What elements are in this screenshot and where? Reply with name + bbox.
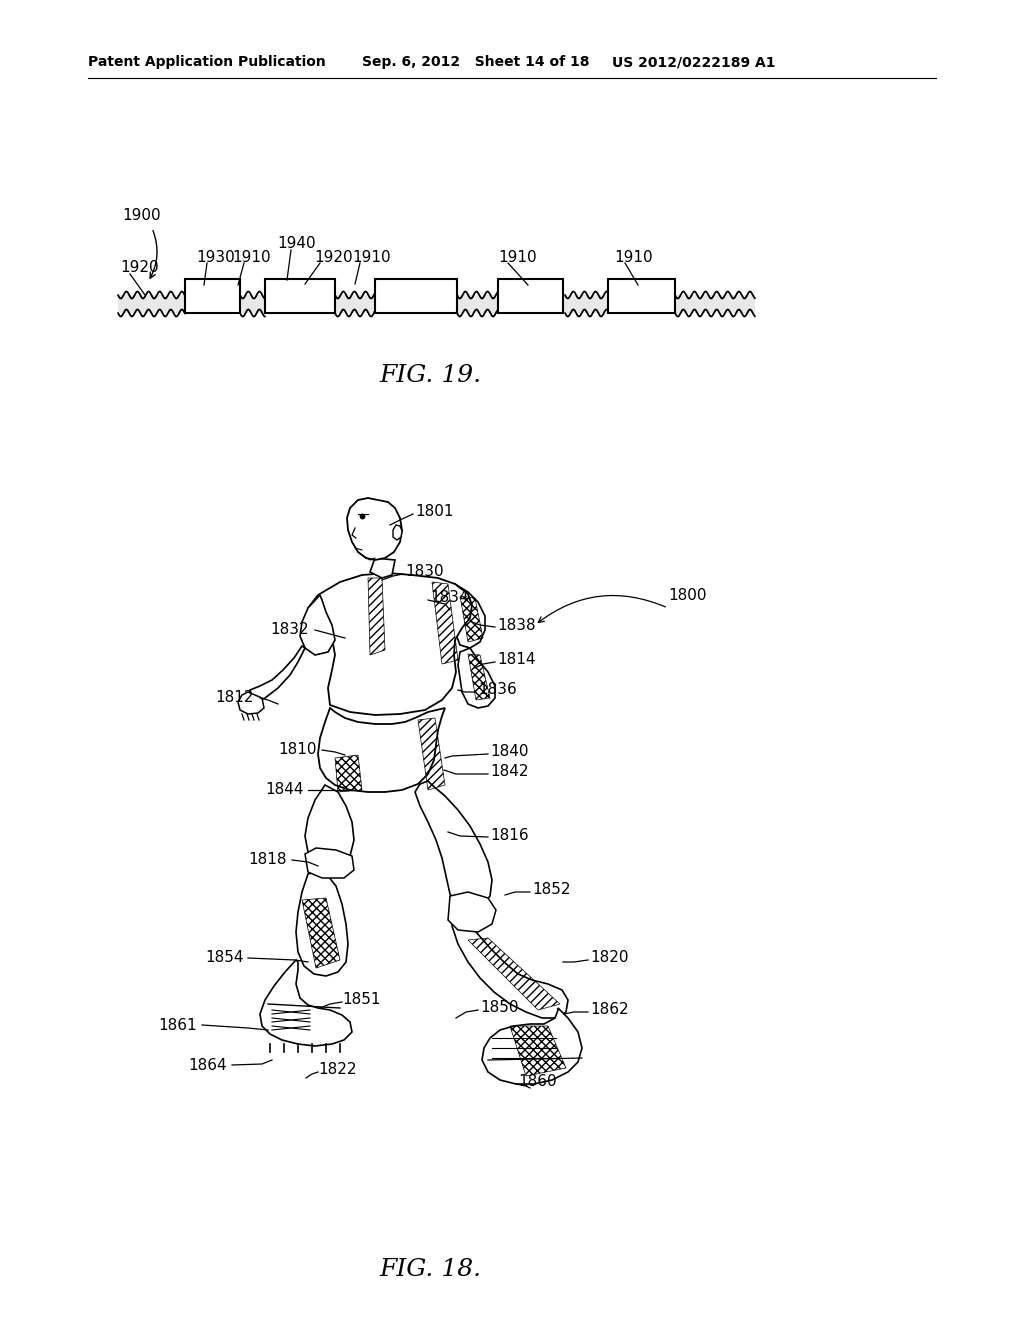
Text: US 2012/0222189 A1: US 2012/0222189 A1 bbox=[612, 55, 775, 69]
Polygon shape bbox=[370, 558, 395, 578]
Text: 1862: 1862 bbox=[590, 1002, 629, 1018]
Polygon shape bbox=[300, 595, 335, 655]
Text: 1838: 1838 bbox=[497, 618, 536, 632]
Polygon shape bbox=[347, 498, 402, 560]
Text: Sep. 6, 2012   Sheet 14 of 18: Sep. 6, 2012 Sheet 14 of 18 bbox=[362, 55, 590, 69]
Text: 1814: 1814 bbox=[497, 652, 536, 668]
Text: 1822: 1822 bbox=[318, 1063, 356, 1077]
Text: 1842: 1842 bbox=[490, 764, 528, 780]
Text: 1854: 1854 bbox=[205, 950, 244, 965]
Polygon shape bbox=[308, 573, 472, 715]
Text: 1900: 1900 bbox=[122, 207, 161, 223]
Text: 1920: 1920 bbox=[314, 249, 352, 264]
Bar bbox=[118, 294, 755, 313]
Text: 1910: 1910 bbox=[352, 249, 390, 264]
Text: Patent Application Publication: Patent Application Publication bbox=[88, 55, 326, 69]
Text: 1836: 1836 bbox=[478, 682, 517, 697]
Polygon shape bbox=[449, 892, 496, 932]
Polygon shape bbox=[452, 920, 568, 1018]
Text: 1816: 1816 bbox=[490, 828, 528, 842]
Text: 1834: 1834 bbox=[430, 590, 469, 606]
Bar bbox=[185, 279, 240, 313]
Polygon shape bbox=[482, 1008, 582, 1084]
Polygon shape bbox=[238, 692, 264, 714]
Text: FIG. 19.: FIG. 19. bbox=[379, 363, 481, 387]
Text: 1930: 1930 bbox=[196, 249, 234, 264]
Polygon shape bbox=[248, 645, 305, 702]
Text: 1830: 1830 bbox=[406, 565, 443, 579]
Text: 1910: 1910 bbox=[232, 249, 270, 264]
Bar bbox=[375, 279, 457, 313]
Text: 1850: 1850 bbox=[480, 1001, 518, 1015]
Polygon shape bbox=[458, 648, 495, 708]
Text: 1852: 1852 bbox=[532, 883, 570, 898]
Polygon shape bbox=[449, 583, 485, 648]
Polygon shape bbox=[260, 960, 352, 1045]
Text: 1801: 1801 bbox=[415, 504, 454, 520]
Polygon shape bbox=[393, 525, 402, 540]
Polygon shape bbox=[305, 847, 354, 878]
Text: 1910: 1910 bbox=[614, 249, 652, 264]
Text: 1861: 1861 bbox=[158, 1018, 197, 1032]
Text: 1820: 1820 bbox=[590, 950, 629, 965]
Polygon shape bbox=[305, 785, 354, 869]
Text: 1832: 1832 bbox=[270, 623, 308, 638]
Text: 1844: 1844 bbox=[265, 783, 303, 797]
Polygon shape bbox=[415, 781, 492, 909]
Text: 1940: 1940 bbox=[278, 235, 315, 251]
Bar bbox=[608, 279, 675, 313]
Text: 1810: 1810 bbox=[278, 742, 316, 758]
Text: 1851: 1851 bbox=[342, 993, 381, 1007]
Text: 1864: 1864 bbox=[188, 1057, 226, 1072]
Text: 1812: 1812 bbox=[215, 690, 254, 705]
Polygon shape bbox=[296, 873, 348, 975]
Text: 1840: 1840 bbox=[490, 744, 528, 759]
Text: 1860: 1860 bbox=[518, 1074, 557, 1089]
Bar bbox=[265, 279, 335, 313]
Text: 1920: 1920 bbox=[120, 260, 159, 276]
Text: 1910: 1910 bbox=[498, 249, 537, 264]
Text: FIG. 18.: FIG. 18. bbox=[379, 1258, 481, 1282]
Polygon shape bbox=[318, 708, 445, 792]
Text: 1800: 1800 bbox=[668, 587, 707, 602]
Text: 1818: 1818 bbox=[248, 853, 287, 867]
Bar bbox=[498, 279, 563, 313]
